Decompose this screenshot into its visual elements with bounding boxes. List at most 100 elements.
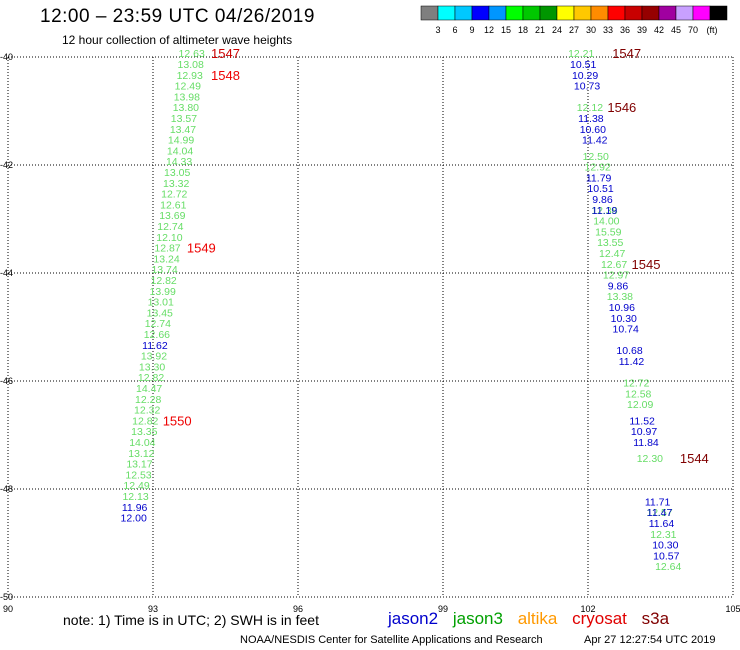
swh-point-jason3: 12.82: [132, 415, 158, 427]
swh-point-jason3: 12.32: [134, 405, 160, 417]
swh-point-jason2: 11.71: [645, 496, 671, 508]
swh-point-jason2: 10.57: [653, 550, 679, 562]
scale-label: 18: [518, 25, 528, 35]
pass-label: 1546: [607, 100, 636, 115]
swh-point-jason3: 12.74: [157, 221, 183, 233]
swh-point-jason3: 12.64: [655, 561, 681, 573]
swh-point-jason2: 11.96: [122, 502, 148, 514]
pass-label: 1549: [187, 241, 216, 256]
pass-label: 1550: [163, 413, 192, 428]
swh-point-jason3: 14.00: [593, 216, 619, 228]
scale-label: (ft): [707, 25, 718, 35]
swh-point-jason2: 10.51: [570, 59, 596, 71]
scale-swatch: [709, 5, 728, 21]
swh-point-jason3: 12.82: [150, 275, 176, 287]
swh-point-jason3: 13.45: [147, 307, 173, 319]
swh-point-jason3: 13.01: [148, 297, 174, 309]
scale-label: 15: [501, 25, 511, 35]
scale-label: 9: [469, 25, 474, 35]
swh-point-jason3: 13.80: [173, 102, 199, 114]
swh-point-jason3: 13.98: [174, 91, 200, 103]
swh-point-jason3: 12.82: [138, 372, 164, 384]
sat-legend-jason2: jason2: [388, 609, 439, 628]
note-text: note: 1) Time is in UTC; 2) SWH is in fe…: [63, 612, 319, 628]
swh-point-jason3: 12.72: [623, 378, 649, 390]
swh-point-jason2: 10.30: [652, 540, 678, 552]
x-tick-label: 90: [3, 604, 13, 614]
swh-point-jason3: 12.13: [122, 491, 148, 503]
swh-point-jason3: 12.61: [160, 199, 186, 211]
swh-point-jason2: 11.38: [578, 113, 604, 125]
swh-point-jason3: 13.05: [164, 167, 190, 179]
swh-point-jason3: 13.17: [126, 459, 152, 471]
swh-point-jason2: 11.52: [629, 415, 655, 427]
sat-legend-altika: altika: [517, 609, 558, 628]
swh-point-jason3: 14.04: [167, 145, 193, 157]
x-tick-label: 93: [148, 604, 158, 614]
swh-point-jason3: 15.59: [595, 226, 621, 238]
swh-point-jason2: 10.74: [613, 324, 639, 336]
swh-point-jason3: 12.92: [585, 162, 611, 174]
y-tick-label: -44: [0, 268, 13, 278]
x-tick-label: 102: [580, 604, 595, 614]
swh-point-jason2: 10.68: [616, 345, 642, 357]
swh-point-jason3: 12.66: [144, 329, 170, 341]
swh-point-jason3: 12.30: [637, 453, 663, 465]
swh-point-jason3: 13.35: [131, 426, 157, 438]
swh-point-jason3: 12.63: [179, 48, 205, 60]
swh-point-jason2: 11.42: [619, 356, 645, 368]
swh-point-jason3: 12.09: [627, 399, 653, 411]
scale-label: 33: [603, 25, 613, 35]
swh-point-jason2: 9.86: [592, 194, 613, 206]
swh-point-jason3: 13.38: [607, 291, 633, 303]
y-tick-label: -48: [0, 484, 13, 494]
credit-text: NOAA/NESDIS Center for Satellite Applica…: [240, 634, 543, 646]
x-tick-label: 99: [438, 604, 448, 614]
swh-point-jason3: 12.38: [591, 205, 617, 217]
swh-point-jason3: 13.74: [151, 264, 177, 276]
swh-point-jason2: 10.97: [631, 426, 657, 438]
swh-point-jason2: 10.30: [611, 313, 637, 325]
scale-label: 3: [435, 25, 440, 35]
swh-point-jason2: 11.62: [142, 340, 168, 352]
pass-label: 1545: [632, 257, 661, 272]
swh-point-jason3: 12.49: [175, 81, 201, 93]
swh-point-jason3: 13.57: [171, 113, 197, 125]
scale-label: 21: [535, 25, 545, 35]
scale-label: 30: [586, 25, 596, 35]
swh-point-jason3: 12.72: [161, 189, 187, 201]
y-tick-label: -46: [0, 376, 13, 386]
scale-label: 39: [637, 25, 647, 35]
swh-point-jason3: 13.08: [178, 59, 204, 71]
swh-point-jason3: 12.87: [154, 243, 180, 255]
swh-point-jason3: 13.47: [170, 124, 196, 136]
pass-label: 1547: [211, 46, 240, 61]
swh-point-jason3: 14.33: [166, 156, 192, 168]
x-tick-label: 96: [293, 604, 303, 614]
swh-point-jason3: 12.21: [568, 48, 594, 60]
swh-point-jason2: 11.64: [649, 518, 675, 530]
pass-label: 1544: [680, 451, 709, 466]
scale-label: 70: [688, 25, 698, 35]
y-tick-label: -40: [0, 52, 13, 62]
generated-timestamp: Apr 27 12:27:54 UTC 2019: [584, 634, 716, 646]
scale-label: 12: [484, 25, 494, 35]
x-tick-label: 105: [725, 604, 740, 614]
color-scale-legend: 3 6 9 12 15 18 21 24 27 30 33 36 39 42 45 70 (ft): [420, 5, 728, 35]
swh-point-jason3: 13.92: [141, 351, 167, 363]
swh-point-jason3: 12.28: [135, 394, 161, 406]
swh-point-jason3: 13.69: [159, 210, 185, 222]
swh-point-jason3: 13.55: [597, 237, 623, 249]
scale-label: 42: [654, 25, 664, 35]
swh-point-jason2: 12.00: [121, 513, 147, 525]
swh-point-jason3: 12.93: [177, 70, 203, 82]
sat-legend-cryosat: cryosat: [572, 609, 627, 628]
swh-point-jason3: 12.47: [599, 248, 625, 260]
swh-point-jason3: 12.49: [123, 480, 149, 492]
swh-point-jason3: 12.67: [601, 259, 627, 271]
scale-label: 45: [671, 25, 681, 35]
swh-point-jason2: 10.51: [587, 183, 613, 195]
swh-point-jason2: 9.86: [608, 280, 629, 292]
sat-legend-jason3: jason3: [452, 609, 503, 628]
swh-point-jason3: 13.30: [139, 361, 165, 373]
